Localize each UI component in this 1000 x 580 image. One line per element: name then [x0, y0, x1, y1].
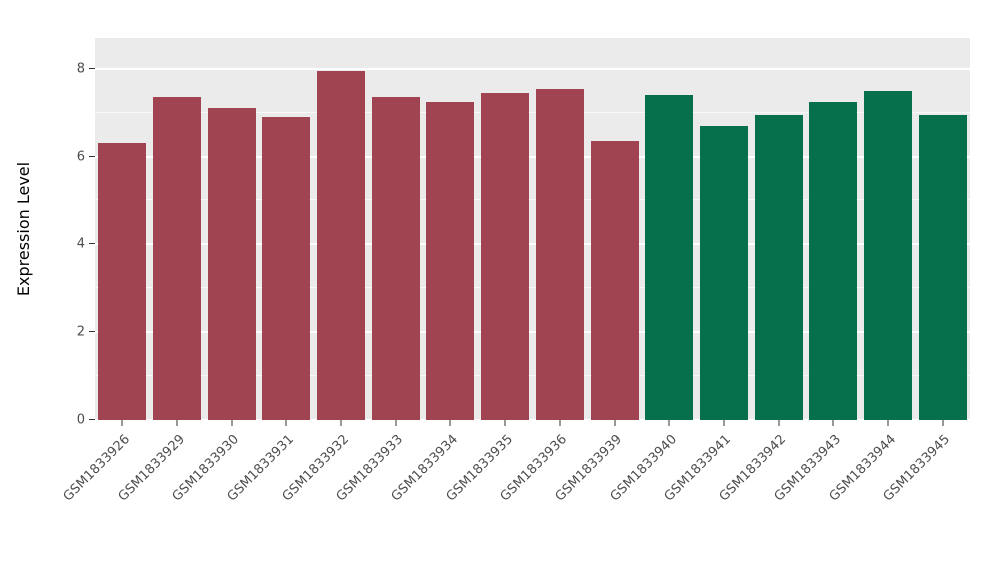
- x-tick-mark: [942, 420, 944, 426]
- major-gridline: [95, 243, 970, 246]
- minor-gridline: [95, 199, 970, 201]
- bar-GSM1833936: [535, 88, 584, 420]
- major-gridline: [95, 67, 970, 70]
- x-tick-mark: [340, 420, 342, 426]
- x-tick-mark: [231, 420, 233, 426]
- bar-GSM1833926: [98, 143, 147, 420]
- y-tick-mark: [89, 67, 95, 69]
- bar-GSM1833939: [590, 141, 639, 420]
- bar-GSM1833929: [153, 97, 202, 420]
- bar-GSM1833934: [426, 101, 475, 420]
- x-tick-mark: [285, 420, 287, 426]
- y-axis-title-text: Expression Level: [14, 161, 33, 297]
- x-tick-mark: [176, 420, 178, 426]
- y-tick-mark: [89, 243, 95, 245]
- bar-GSM1833943: [809, 101, 858, 420]
- x-tick-mark: [121, 420, 123, 426]
- y-tick-mark: [89, 419, 95, 420]
- bar-GSM1833942: [754, 114, 803, 420]
- x-tick-mark: [778, 420, 780, 426]
- bar-GSM1833930: [207, 108, 256, 420]
- minor-gridline: [95, 287, 970, 289]
- x-tick-mark: [504, 420, 506, 426]
- major-gridline: [95, 419, 970, 421]
- y-tick-label: 4: [76, 236, 85, 252]
- bar-GSM1833931: [262, 117, 311, 420]
- x-tick-mark: [887, 420, 889, 426]
- bar-GSM1833944: [863, 90, 912, 420]
- bar-GSM1833933: [371, 97, 420, 420]
- x-tick-mark: [668, 420, 670, 426]
- bar-GSM1833945: [918, 114, 967, 420]
- x-tick-mark: [832, 420, 834, 426]
- major-gridline: [95, 155, 970, 158]
- bar-GSM1833941: [699, 125, 748, 420]
- x-tick-mark: [614, 420, 616, 426]
- y-tick-label: 2: [76, 324, 85, 340]
- x-tick-mark: [559, 420, 561, 426]
- bar-GSM1833935: [481, 92, 530, 420]
- y-tick-mark: [89, 331, 95, 333]
- major-gridline: [95, 331, 970, 334]
- minor-gridline: [95, 375, 970, 377]
- y-tick-label: 8: [76, 61, 85, 77]
- x-tick-mark: [723, 420, 725, 426]
- y-tick-label: 6: [76, 149, 85, 165]
- y-tick-label: 0: [76, 412, 85, 428]
- x-tick-mark: [449, 420, 451, 426]
- plot-panel: 0 2 4 6 8 GSM1833926 GSM1833929 GSM1833930 GSM18…: [61, 38, 970, 504]
- bar-GSM1833932: [317, 70, 366, 420]
- x-tick-mark: [395, 420, 397, 426]
- minor-gridline: [95, 111, 970, 113]
- bar-GSM1833940: [645, 95, 694, 420]
- y-tick-mark: [89, 155, 95, 157]
